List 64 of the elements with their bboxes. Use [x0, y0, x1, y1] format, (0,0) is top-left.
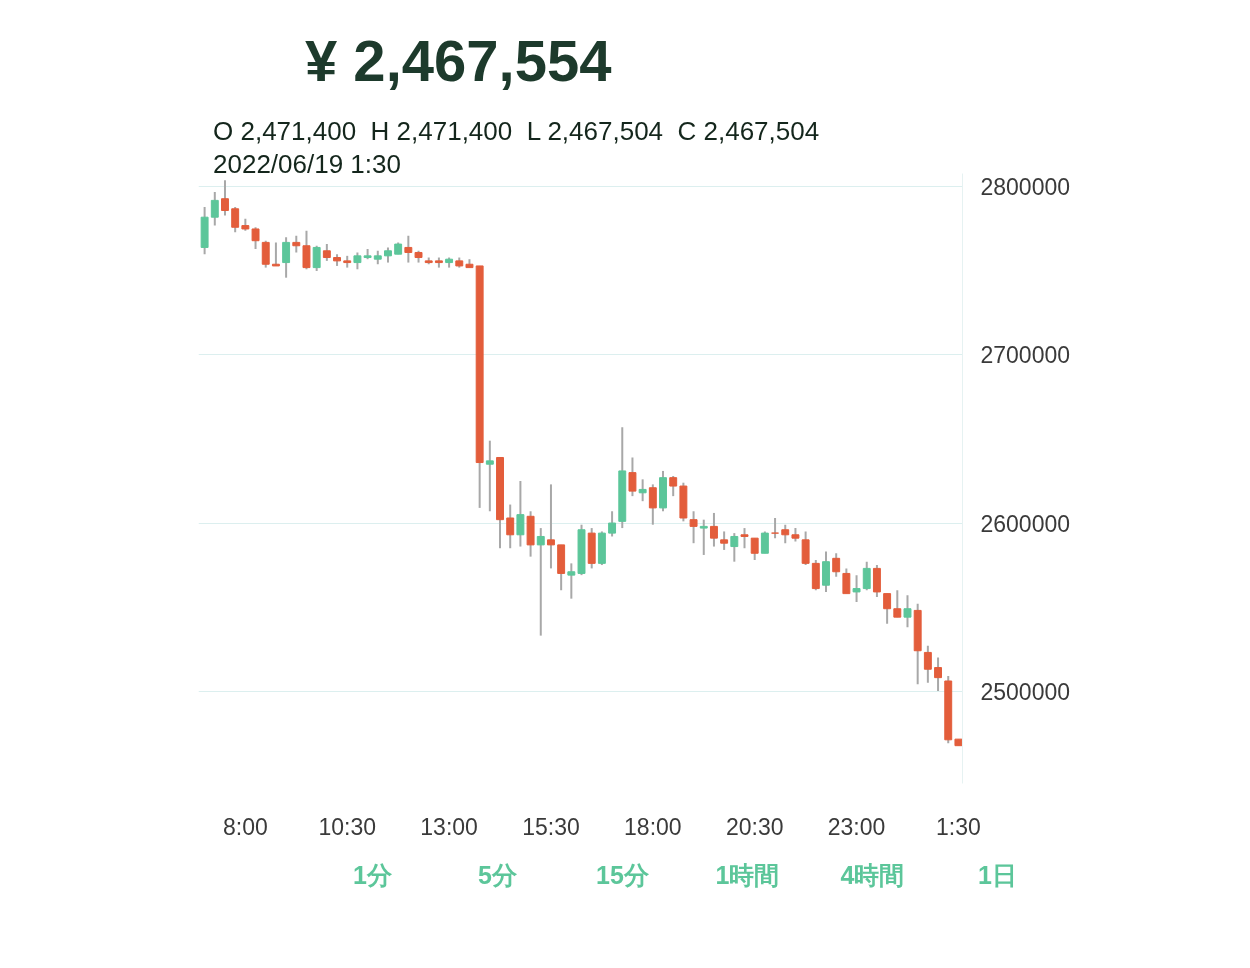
text: 1時間: [715, 860, 780, 891]
candlestick: [934, 656, 943, 693]
text: 4時間: [840, 860, 905, 891]
candlestick: [760, 530, 769, 555]
x-tick-label: 13:00: [420, 813, 478, 840]
candlestick: [801, 530, 810, 567]
candlestick: [923, 644, 932, 684]
y-tick-label: 2600000: [980, 510, 1071, 537]
candlestick: [883, 592, 892, 625]
candlestick: [231, 206, 240, 234]
chart-title: ¥ 2,467,554: [305, 27, 612, 95]
x-tick-label: 1:30: [936, 813, 981, 840]
candlestick: [740, 527, 749, 550]
candlestick: [404, 234, 413, 264]
candlestick: [547, 483, 555, 570]
text: 5分: [478, 860, 517, 891]
candlestick: [781, 523, 790, 545]
candlestick: [689, 510, 698, 545]
candlestick: [608, 510, 617, 538]
x-tick-label: 20:30: [725, 813, 784, 840]
candlestick: [750, 537, 759, 561]
candlestick: [699, 518, 708, 556]
candlestick: [210, 190, 219, 227]
text: 1日: [978, 860, 1017, 891]
y-tick-label: 2800000: [980, 174, 1071, 201]
candlestick: [832, 552, 841, 578]
candlestick: [638, 478, 647, 503]
x-tick-label: 8:00: [222, 813, 268, 840]
candlestick: [669, 474, 678, 498]
candlestick: [536, 527, 545, 637]
text: 1分: [353, 860, 392, 891]
y-tick-label: 2500000: [980, 678, 1071, 705]
candlestick: [312, 244, 321, 272]
candlestick: [872, 564, 881, 598]
candlestick: [730, 532, 739, 563]
candlestick: [271, 241, 280, 267]
candlestick: [251, 226, 260, 251]
x-tick-label: 18:00: [624, 813, 682, 840]
x-tick-label: 23:00: [827, 813, 886, 840]
y-tick-label: 2700000: [980, 342, 1071, 369]
candlestick: [261, 239, 270, 269]
chart-subtitle: O 2,471,400 H 2,471,400 L 2,467,504 C 2,467,504: [213, 115, 820, 148]
candlestick: [628, 456, 637, 498]
candlestick: [771, 516, 780, 540]
x-tick-label: 15:30: [522, 813, 580, 840]
text: 15分: [596, 860, 649, 891]
candlestick: [221, 179, 229, 217]
candlestick: [302, 229, 311, 271]
candlestick: [862, 560, 871, 592]
candlestick: [648, 483, 657, 526]
candlestick: [903, 594, 912, 629]
candlestick: [516, 480, 525, 548]
candlestick: [893, 589, 902, 619]
candlestick: [282, 236, 291, 279]
candlestick: [720, 530, 729, 551]
candlestick: [567, 562, 576, 600]
candlestick: [506, 503, 515, 550]
candlestick: [842, 567, 851, 595]
candlestick: [822, 550, 830, 593]
candlestick: [485, 439, 494, 513]
candlestick: [852, 574, 861, 604]
candlestick: [709, 511, 718, 548]
annotation: 2022/06/19 1:30: [213, 148, 401, 181]
x-tick-label: 10:30: [318, 813, 377, 840]
